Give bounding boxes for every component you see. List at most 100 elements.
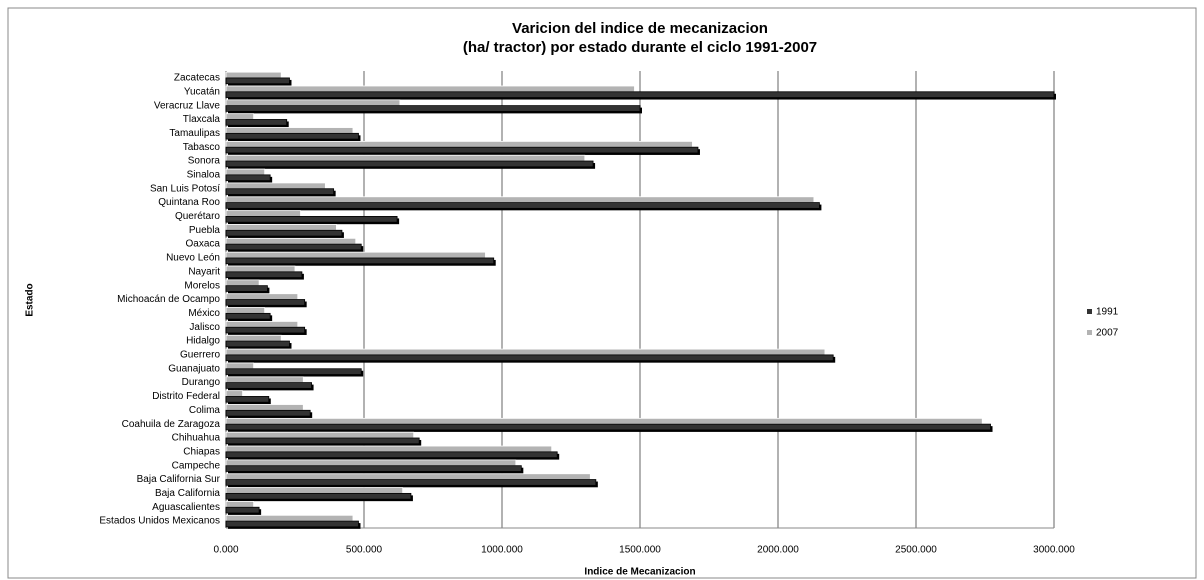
y-tick-label: Puebla bbox=[189, 225, 221, 236]
bar bbox=[225, 479, 597, 486]
bar bbox=[225, 299, 306, 306]
x-tick-label: 0.000 bbox=[213, 545, 238, 556]
bar bbox=[225, 202, 820, 209]
bar bbox=[225, 445, 553, 453]
bar bbox=[225, 409, 311, 417]
bar bbox=[225, 348, 826, 356]
y-tick-label: Quintana Roo bbox=[158, 197, 220, 208]
bar bbox=[225, 216, 398, 223]
bar bbox=[225, 465, 522, 472]
y-tick-label: Yucatán bbox=[184, 86, 220, 97]
bar bbox=[225, 390, 243, 397]
y-tick-label: Distrito Federal bbox=[152, 391, 220, 402]
chart-subtitle: (ha/ tractor) por estado durante el cicl… bbox=[463, 39, 817, 56]
bar bbox=[225, 368, 362, 375]
bar bbox=[225, 237, 357, 245]
y-tick-label: Chiapas bbox=[183, 446, 220, 457]
bar bbox=[225, 140, 693, 148]
y-tick-label: Aguascalientes bbox=[152, 502, 220, 513]
y-tick-label: Jalisco bbox=[189, 322, 220, 333]
x-tick-label: 2000.000 bbox=[757, 545, 799, 556]
y-axis-title: Estado bbox=[25, 283, 36, 316]
bar bbox=[225, 99, 401, 107]
bar bbox=[225, 312, 271, 320]
y-tick-label: Tamaulipas bbox=[169, 128, 220, 139]
bar bbox=[225, 113, 255, 120]
bar bbox=[225, 334, 282, 342]
y-tick-label: Coahuila de Zaragoza bbox=[122, 419, 221, 430]
bar bbox=[225, 514, 354, 522]
y-tick-label: Morelos bbox=[184, 280, 220, 291]
bar bbox=[225, 459, 517, 467]
bar bbox=[225, 473, 591, 480]
x-tick-label: 2500.000 bbox=[895, 545, 937, 556]
y-tick-label: Nayarit bbox=[188, 266, 220, 277]
bar bbox=[225, 271, 303, 278]
bar bbox=[225, 451, 558, 459]
bar bbox=[225, 168, 266, 176]
bar bbox=[225, 431, 415, 439]
bar bbox=[225, 376, 304, 383]
legend-label: 2007 bbox=[1096, 328, 1119, 339]
bar bbox=[225, 506, 260, 514]
bar bbox=[225, 160, 594, 168]
bar bbox=[225, 382, 312, 389]
bar bbox=[225, 182, 326, 190]
y-tick-label: Zacatecas bbox=[174, 73, 220, 84]
x-tick-label: 1000.000 bbox=[481, 545, 523, 556]
y-tick-label: Guerrero bbox=[180, 350, 220, 361]
y-tick-label: Campeche bbox=[172, 460, 221, 471]
bar bbox=[225, 362, 255, 370]
y-tick-label: México bbox=[188, 308, 220, 319]
bar bbox=[225, 127, 354, 134]
bar bbox=[225, 279, 260, 287]
bar bbox=[225, 326, 306, 334]
y-tick-label: Tlaxcala bbox=[183, 114, 221, 125]
legend-swatch bbox=[1087, 309, 1092, 314]
bar bbox=[225, 85, 635, 93]
bar bbox=[225, 119, 288, 126]
bar bbox=[225, 417, 983, 425]
bar bbox=[225, 285, 268, 292]
bar bbox=[225, 307, 266, 314]
x-axis-title: Indice de Mecanizacion bbox=[584, 567, 695, 578]
bar bbox=[225, 154, 586, 162]
y-tick-label: Hidalgo bbox=[186, 336, 220, 347]
y-tick-label: Tabasco bbox=[183, 142, 221, 153]
bar bbox=[225, 265, 296, 273]
bar bbox=[225, 396, 270, 403]
bar bbox=[225, 188, 335, 195]
y-tick-label: Oaxaca bbox=[186, 239, 221, 250]
bar bbox=[225, 293, 299, 300]
y-tick-label: Durango bbox=[182, 377, 221, 388]
y-tick-label: San Luis Potosí bbox=[150, 183, 220, 194]
bar bbox=[225, 132, 359, 140]
bar bbox=[225, 404, 304, 411]
y-tick-label: Estados Unidos Mexicanos bbox=[99, 516, 220, 527]
bar bbox=[225, 354, 834, 362]
y-tick-label: Nuevo León bbox=[166, 253, 220, 264]
bar bbox=[225, 501, 255, 508]
y-tick-label: Sonora bbox=[188, 156, 221, 167]
bar bbox=[225, 321, 299, 328]
y-tick-label: Colima bbox=[189, 405, 221, 416]
x-tick-label: 1500.000 bbox=[619, 545, 661, 556]
y-tick-label: Baja California Sur bbox=[137, 474, 221, 485]
bar bbox=[225, 105, 641, 112]
bar bbox=[225, 77, 290, 85]
bar bbox=[225, 492, 412, 500]
bar bbox=[225, 229, 343, 237]
bar bbox=[225, 196, 815, 203]
y-tick-label: Querétaro bbox=[175, 211, 220, 222]
bar bbox=[225, 423, 991, 431]
legend-label: 1991 bbox=[1096, 307, 1119, 318]
chart-border bbox=[7, 7, 1197, 579]
bar bbox=[225, 340, 290, 348]
x-tick-label: 3000.000 bbox=[1033, 545, 1075, 556]
y-tick-label: Veracruz Llave bbox=[154, 100, 221, 111]
bar bbox=[225, 224, 337, 231]
bar bbox=[225, 91, 1055, 98]
bar bbox=[225, 257, 495, 265]
bar bbox=[225, 437, 420, 445]
